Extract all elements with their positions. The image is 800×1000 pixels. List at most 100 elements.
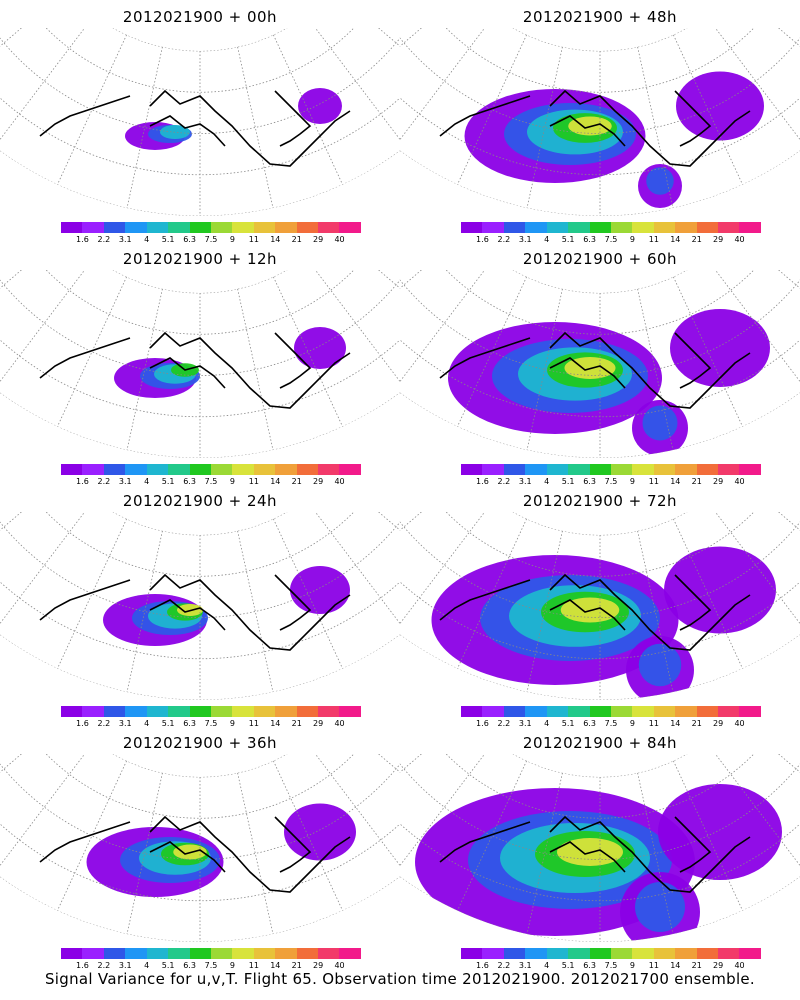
colorbar-tick-label: 1.6: [476, 961, 489, 970]
colorbar-tick-label: 1.6: [476, 235, 489, 244]
colorbar-swatch: [125, 706, 147, 717]
colorbar-tick-label: 29: [313, 961, 324, 970]
colorbar-tick-label: 4: [544, 961, 550, 970]
panel-title: 2012021900 + 00h: [122, 8, 278, 26]
colorbar-swatch: [568, 948, 590, 959]
colorbar-tick-label: 21: [691, 477, 702, 486]
colorbar-tick-label: 9: [629, 477, 635, 486]
colorbar-tick-label: 5.1: [561, 961, 575, 970]
colorbar-tick-label: 14: [270, 719, 281, 728]
colorbar-swatch: [568, 706, 590, 717]
coastline: [39, 821, 131, 863]
colorbar-tick-label: 11: [648, 719, 659, 728]
colorbar-swatch: [103, 464, 126, 475]
colorbar-tick-label: 21: [691, 719, 702, 728]
colorbar-tick-label: 40: [734, 235, 745, 244]
colorbar-tick-label: 29: [313, 235, 324, 244]
coastline: [149, 115, 226, 147]
colorbar-swatch: [339, 222, 361, 233]
colorbar: [461, 706, 761, 717]
colorbar-tick-label: 40: [334, 719, 345, 728]
colorbar-tick-label: 29: [713, 961, 724, 970]
coastline: [549, 115, 626, 147]
colorbar-tick-label: 5.1: [561, 719, 575, 728]
colorbar-swatch: [589, 948, 611, 959]
colorbar-swatch: [653, 464, 676, 475]
colorbar-swatch: [210, 222, 233, 233]
colorbar-swatch: [610, 464, 633, 475]
colorbar-tick-label: 9: [629, 961, 635, 970]
colorbar: [461, 948, 761, 959]
variance-contour: [664, 546, 776, 634]
colorbar-swatch: [525, 706, 547, 717]
colorbar-swatch: [210, 464, 233, 475]
colorbar-swatch: [61, 948, 83, 959]
panel-title: 2012021900 + 24h: [122, 492, 278, 510]
forecast-panel: 2012021900 + 48h 1.6 2.2 3.1 4 5.1 6.3 7.5 9 11 14…: [400, 0, 800, 244]
coastline: [149, 599, 226, 631]
panel-title: 2012021900 + 48h: [522, 8, 678, 26]
forecast-panel: 2012021900 + 24h 1.6 2.2 3.1 4 5.1 6.3 7.5 9 11 14…: [0, 484, 400, 728]
coastline: [149, 357, 226, 389]
colorbar-swatch: [653, 222, 676, 233]
colorbar-swatch: [210, 948, 233, 959]
colorbar-tick-label: 9: [229, 235, 235, 244]
colorbar-tick-label: 14: [270, 961, 281, 970]
colorbar-tick-label: 3.1: [118, 235, 132, 244]
variance-map: [0, 270, 400, 459]
colorbar-tick-label: 5.1: [561, 235, 575, 244]
colorbar-tick-label: 14: [270, 235, 281, 244]
variance-contour: [290, 566, 350, 614]
colorbar-swatch: [103, 706, 126, 717]
coastline: [39, 579, 131, 621]
colorbar-swatch: [82, 948, 104, 959]
colorbar-tick-label: 9: [229, 961, 235, 970]
colorbar-tick-label: 6.3: [183, 235, 196, 244]
colorbar-ticks: 1.6 2.2 3.1 4 5.1 6.3 7.5 9 11 14 21 29 40: [61, 235, 361, 245]
coastline: [674, 574, 712, 631]
colorbar-tick-label: 2.2: [497, 477, 511, 486]
colorbar-tick-label: 29: [713, 235, 724, 244]
colorbar-tick-label: 6.3: [583, 235, 596, 244]
colorbar-swatch: [675, 222, 697, 233]
colorbar-tick-label: 4: [544, 235, 550, 244]
colorbar-tick-label: 2.2: [97, 235, 111, 244]
colorbar-swatch: [296, 706, 319, 717]
colorbar-tick-label: 21: [291, 477, 302, 486]
colorbar-tick-label: 40: [334, 235, 345, 244]
colorbar-swatch: [146, 222, 169, 233]
colorbar-ticks: 1.6 2.2 3.1 4 5.1 6.3 7.5 9 11 14 21 29 40: [461, 719, 761, 729]
colorbar-tick-label: 14: [670, 235, 681, 244]
colorbar-swatch: [232, 948, 254, 959]
coastline: [39, 95, 131, 137]
colorbar-swatch: [739, 222, 761, 233]
coastline: [549, 815, 751, 893]
colorbar-swatch: [296, 948, 319, 959]
colorbar-swatch: [675, 948, 697, 959]
colorbar-swatch: [461, 222, 483, 233]
panel-title: 2012021900 + 36h: [122, 734, 278, 752]
colorbar-swatch: [210, 706, 233, 717]
colorbar-swatch: [589, 706, 611, 717]
colorbar: [61, 464, 361, 475]
colorbar-swatch: [610, 706, 633, 717]
colorbar-tick-label: 7.5: [604, 235, 618, 244]
colorbar-tick-label: 1.6: [76, 719, 89, 728]
variance-map: [400, 512, 800, 701]
colorbar-tick-label: 21: [691, 235, 702, 244]
variance-contour: [670, 309, 770, 387]
colorbar-swatch: [503, 948, 526, 959]
variance-contour: [658, 784, 782, 880]
colorbar-tick-label: 14: [670, 961, 681, 970]
colorbar-swatch: [632, 222, 654, 233]
colorbar-tick-label: 6.3: [183, 961, 196, 970]
panel-title: 2012021900 + 72h: [522, 492, 678, 510]
colorbar-swatch: [718, 464, 740, 475]
colorbar-tick-label: 40: [734, 961, 745, 970]
colorbar-swatch: [589, 222, 611, 233]
colorbar-tick-label: 2.2: [97, 961, 111, 970]
colorbar-swatch: [296, 464, 319, 475]
colorbar-swatch: [525, 464, 547, 475]
colorbar-swatch: [610, 948, 633, 959]
coastline: [149, 89, 351, 167]
